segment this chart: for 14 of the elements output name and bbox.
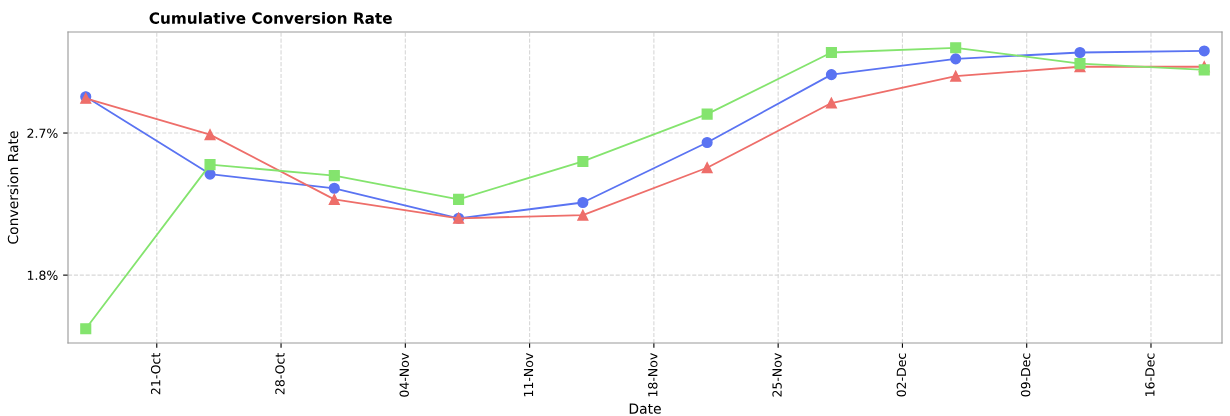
x-axis-title: Date <box>629 403 661 414</box>
x-tick-label: 25-Nov <box>772 353 782 397</box>
x-tick-label: 18-Nov <box>648 353 658 397</box>
x-tick-label: 16-Dec <box>1145 353 1155 396</box>
y-tick-label: 2.7% <box>27 128 58 138</box>
y-tick-label: 1.8% <box>27 270 58 281</box>
x-tick-label: 11-Nov <box>523 353 534 397</box>
x-tick-label: 02-Dec <box>896 353 907 397</box>
x-tick-label: 04-Nov <box>399 353 409 397</box>
y-axis-title: Conversion Rate <box>7 131 19 244</box>
chart-title: Cumulative Conversion Rate <box>149 12 392 24</box>
x-tick-label: 09-Dec <box>1020 353 1031 397</box>
x-tick-label: 21-Oct <box>150 353 161 395</box>
x-tick-label: 28-Oct <box>275 353 285 395</box>
